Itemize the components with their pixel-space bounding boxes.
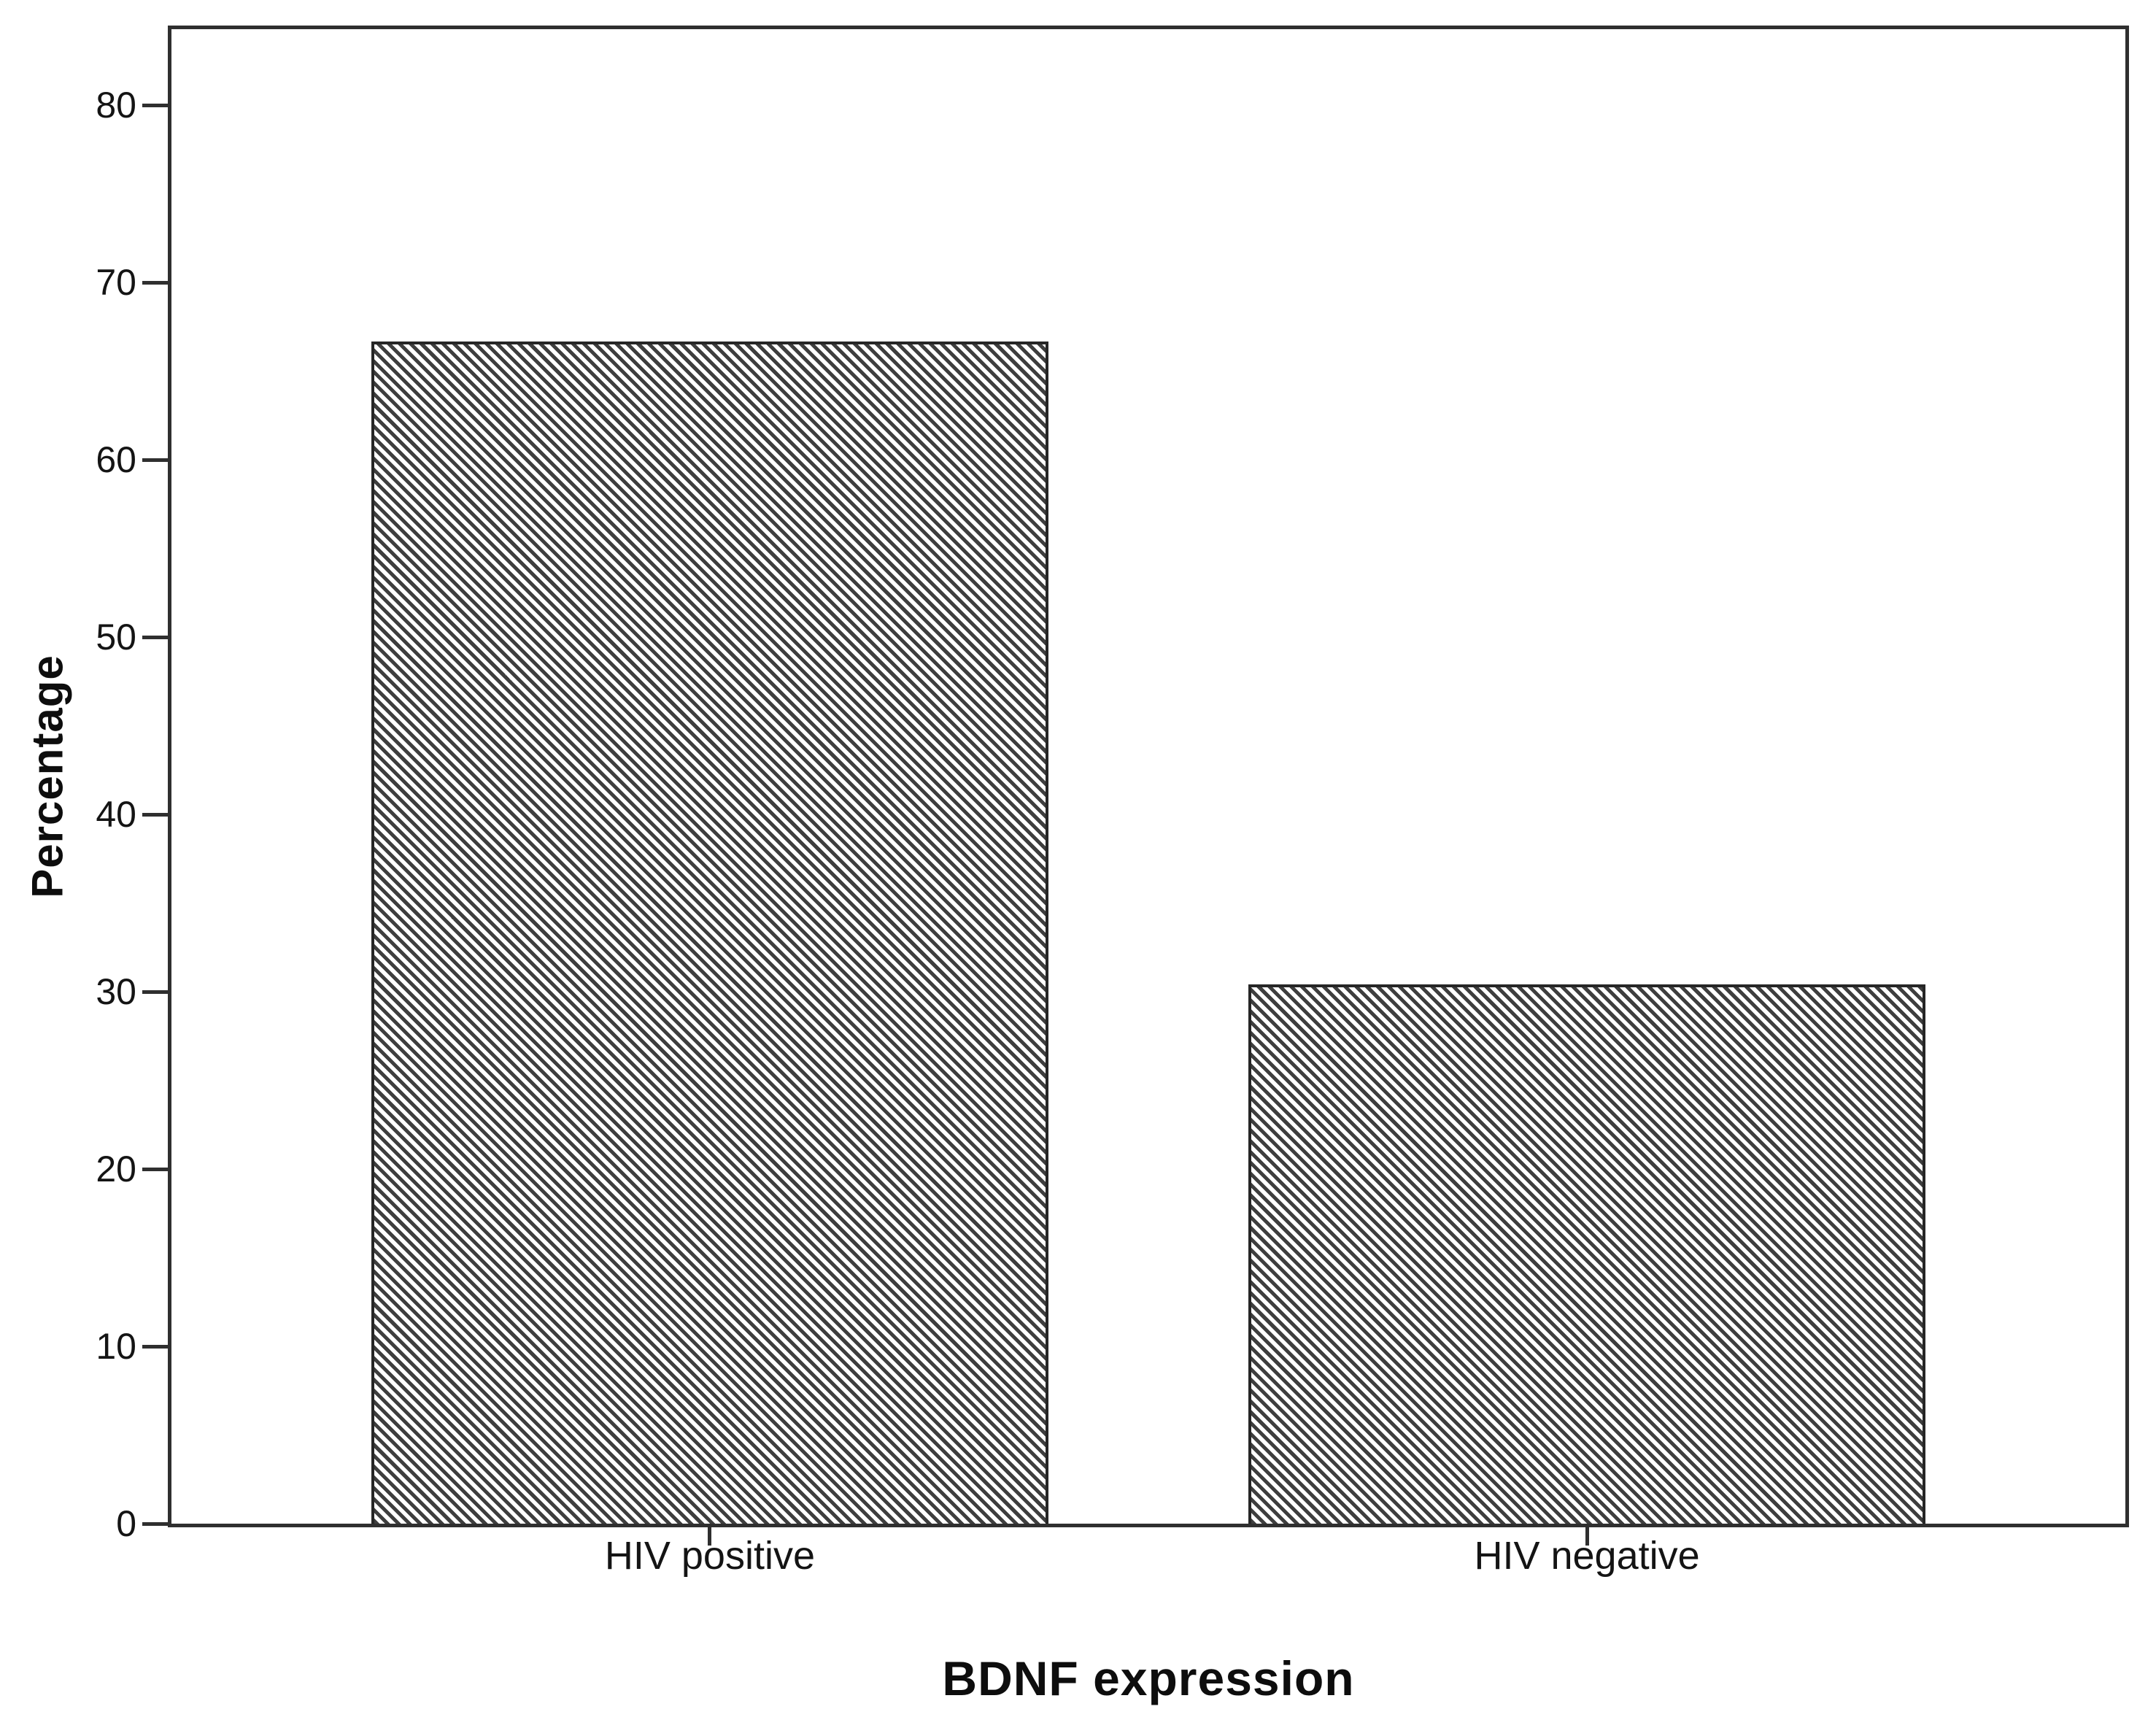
x-axis-tick [708, 1527, 712, 1546]
y-axis-tick [142, 635, 168, 639]
y-axis-tick [142, 1344, 168, 1349]
y-axis-tick-label: 20 [96, 1149, 136, 1190]
y-axis-title: Percentage [23, 655, 72, 898]
bar-hiv-positive [371, 341, 1049, 1524]
y-axis-tick-label: 30 [96, 971, 136, 1013]
y-axis-tick-label: 50 [96, 617, 136, 658]
y-axis-tick-label: 80 [96, 85, 136, 126]
x-axis-tick [1585, 1527, 1589, 1546]
y-axis-tick [142, 280, 168, 285]
y-axis-tick-label: 0 [116, 1503, 136, 1544]
y-axis-tick [142, 458, 168, 462]
x-axis-category-label: HIV negative [1474, 1534, 1700, 1578]
y-axis-tick-label: 60 [96, 439, 136, 481]
y-axis-tick [142, 1167, 168, 1171]
bar-hiv-negative [1248, 984, 1926, 1524]
x-axis-category-label: HIV positive [604, 1534, 815, 1578]
y-axis-tick [142, 103, 168, 107]
y-axis-tick [142, 1521, 168, 1526]
y-axis-tick [142, 812, 168, 817]
y-axis-tick-label: 40 [96, 794, 136, 836]
x-axis-title: BDNF expression [942, 1651, 1355, 1705]
y-axis-tick-label: 10 [96, 1326, 136, 1367]
y-axis-tick-label: 70 [96, 262, 136, 304]
plot-area: 0 10 20 30 40 50 60 70 80 [96, 26, 2129, 1546]
y-axis-tick [142, 989, 168, 994]
